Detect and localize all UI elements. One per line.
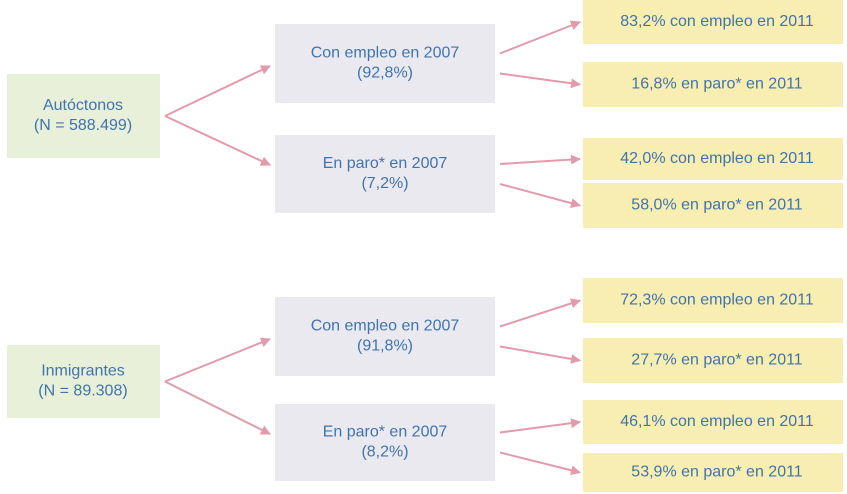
- outcome-label: 42,0% con empleo en 2011: [620, 150, 814, 167]
- outcome-label: 16,8% en paro* en 2011: [631, 76, 803, 93]
- outcome-box: [583, 0, 843, 44]
- outcome-box: [583, 138, 843, 180]
- arrow: [164, 115, 271, 166]
- arrow: [499, 154, 581, 165]
- origin-count: (N = 588.499): [34, 117, 132, 134]
- arrow: [499, 183, 581, 208]
- branch-box: [275, 24, 495, 103]
- outcome-label: 27,7% en paro* en 2011: [631, 352, 803, 369]
- outcome-label: 46,1% con empleo en 2011: [620, 413, 814, 430]
- origin-name: Autóctonos: [43, 97, 123, 114]
- arrow: [499, 345, 581, 364]
- branch-status: Con empleo en 2007: [311, 318, 460, 335]
- branch-share: (8,2%): [361, 444, 408, 461]
- origin-count: (N = 89.308): [38, 383, 127, 400]
- branch-share: (7,2%): [361, 175, 408, 192]
- outcome-label: 53,9% en paro* en 2011: [631, 464, 803, 481]
- arrow: [499, 418, 581, 434]
- arrow: [499, 298, 581, 328]
- outcome-box: [583, 62, 843, 107]
- branch-status: En paro* en 2007: [323, 424, 448, 441]
- outcome-box: [583, 400, 843, 444]
- branch-share: (91,8%): [357, 338, 413, 355]
- outcome-label: 83,2% con empleo en 2011: [620, 13, 814, 30]
- origin-box: [7, 74, 160, 158]
- origin-name: Inmigrantes: [41, 363, 125, 380]
- outcome-box: [583, 453, 843, 492]
- arrow: [499, 20, 581, 55]
- outcome-label: 58,0% en paro* en 2011: [631, 197, 803, 214]
- outcome-label: 72,3% con empleo en 2011: [620, 292, 814, 309]
- branch-box: [275, 135, 495, 213]
- arrow: [499, 451, 581, 476]
- arrow: [164, 337, 271, 383]
- outcome-box: [583, 183, 843, 228]
- arrow: [164, 65, 271, 117]
- origin-box: [7, 345, 160, 418]
- branch-box: [275, 297, 495, 376]
- branch-status: En paro* en 2007: [323, 155, 448, 172]
- branch-status: Con empleo en 2007: [311, 45, 460, 62]
- branch-box: [275, 404, 495, 481]
- outcome-box: [583, 338, 843, 383]
- outcome-box: [583, 278, 843, 323]
- branch-share: (92,8%): [357, 65, 413, 82]
- arrow: [164, 380, 271, 435]
- arrow: [499, 72, 581, 89]
